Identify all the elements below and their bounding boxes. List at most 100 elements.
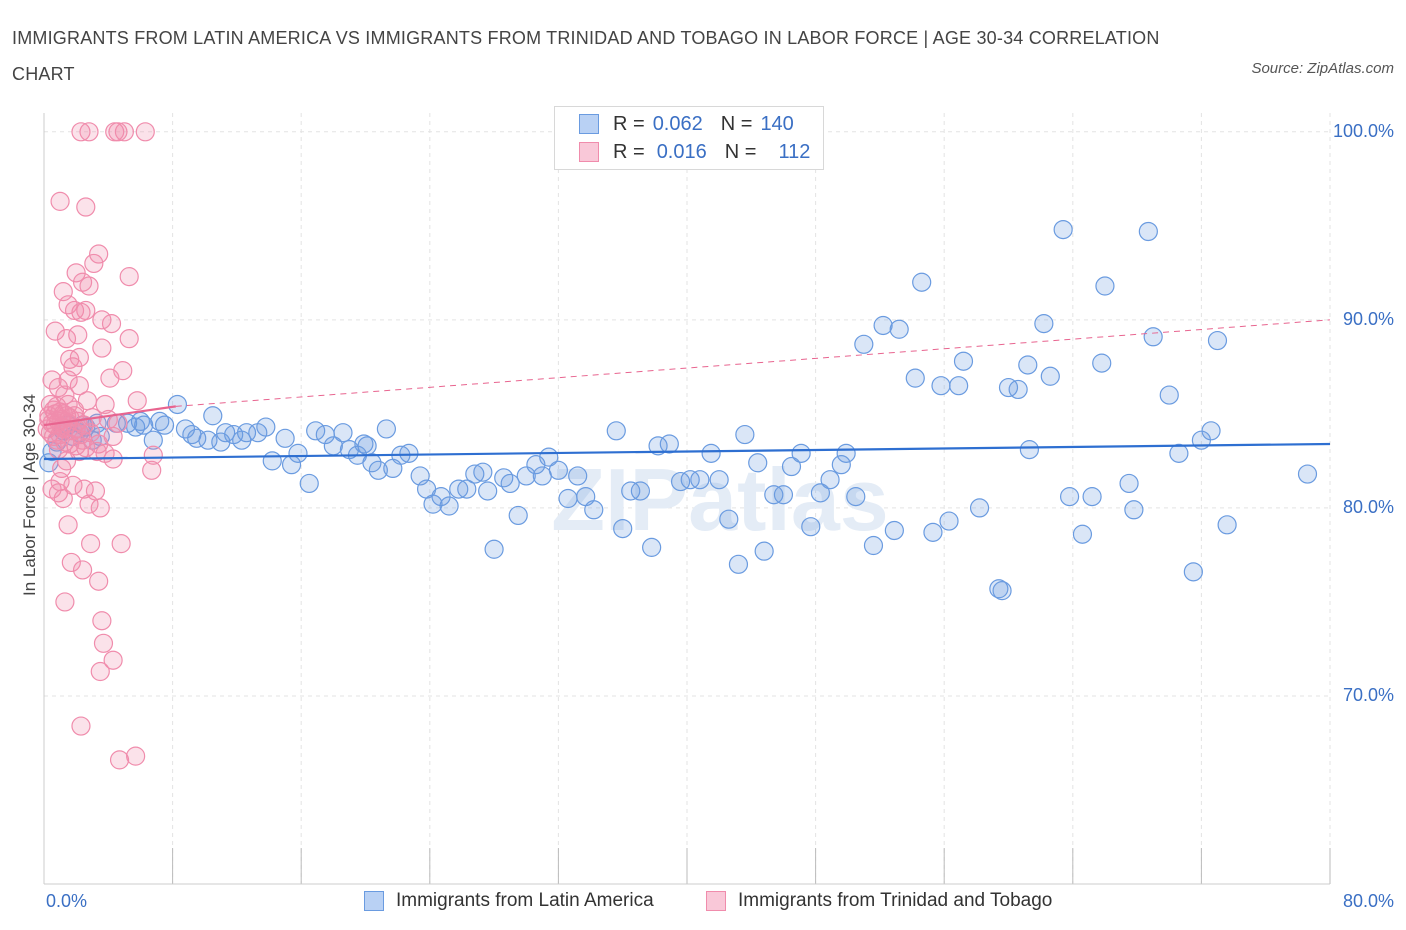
data-point	[1201, 421, 1221, 441]
data-point	[203, 406, 223, 426]
data-point	[931, 376, 951, 396]
trend-line-trinidad-tobago-extended	[175, 319, 1331, 407]
data-point	[143, 445, 163, 465]
data-point	[92, 338, 112, 358]
data-point	[532, 466, 552, 486]
data-point	[1053, 219, 1073, 240]
data-point	[465, 464, 485, 484]
data-point	[256, 417, 276, 437]
data-point	[71, 122, 91, 142]
y-axis-label: In Labor Force | Age 30-34	[20, 394, 39, 596]
data-point	[1072, 524, 1093, 544]
data-point	[728, 554, 749, 574]
data-point	[37, 419, 57, 439]
data-point	[79, 122, 99, 142]
data-point	[568, 466, 588, 486]
data-point	[1019, 440, 1039, 460]
data-point	[606, 421, 626, 441]
legend-label: Immigrants from Latin America	[396, 890, 654, 911]
data-point	[216, 423, 236, 443]
data-point	[969, 498, 990, 518]
data-point	[439, 496, 459, 516]
data-point	[143, 430, 163, 450]
data-point	[846, 487, 866, 507]
data-point	[912, 272, 932, 292]
data-point	[275, 428, 295, 448]
data-point	[1183, 562, 1203, 582]
data-point	[1217, 515, 1237, 535]
y-tick-label: 100.0%	[1332, 120, 1394, 141]
data-point	[791, 443, 811, 463]
data-point	[670, 471, 691, 492]
data-point	[262, 451, 282, 471]
data-point	[1119, 473, 1139, 494]
data-point	[72, 560, 93, 580]
data-point	[127, 391, 147, 411]
data-point	[108, 413, 128, 433]
r-value: 0.016	[656, 140, 707, 163]
data-point	[748, 453, 768, 473]
data-point	[923, 522, 943, 542]
data-point	[69, 347, 89, 368]
data-point	[764, 485, 784, 505]
y-tick-label: 80.0%	[1342, 496, 1394, 517]
data-point	[1008, 379, 1028, 400]
x-tick-label-max: 80.0%	[1342, 891, 1394, 911]
r-label: R =	[613, 140, 645, 163]
data-point	[58, 370, 78, 390]
data-point	[863, 535, 884, 556]
data-point	[81, 534, 101, 554]
data-point	[1124, 500, 1144, 520]
data-point	[719, 509, 739, 529]
data-point	[905, 368, 925, 388]
data-point	[949, 376, 969, 396]
n-value: 140	[760, 112, 794, 135]
data-point	[449, 479, 469, 499]
data-point	[630, 481, 650, 501]
data-point	[781, 456, 802, 477]
data-point	[680, 470, 700, 490]
data-point	[69, 376, 89, 396]
n-label: N =	[724, 140, 757, 163]
data-point	[1092, 353, 1112, 373]
data-point	[109, 750, 130, 770]
data-point	[89, 571, 109, 591]
data-point	[111, 534, 131, 554]
data-point	[167, 394, 188, 415]
chart-title: IMMIGRANTS FROM LATIN AMERICA VS IMMIGRA…	[12, 28, 1160, 84]
data-point	[584, 500, 604, 520]
data-point	[709, 470, 729, 490]
data-point	[119, 329, 139, 349]
data-point	[232, 430, 252, 450]
data-point	[68, 325, 88, 345]
data-point	[423, 494, 443, 514]
data-point	[621, 481, 641, 501]
data-point	[810, 483, 831, 503]
data-point	[95, 394, 115, 415]
stats-legend-row-pink: R = 0.016 N = 112	[579, 140, 810, 164]
data-point	[473, 462, 493, 482]
data-point	[998, 377, 1019, 398]
data-point	[77, 391, 98, 411]
legend-item-trinidad-tobago: Immigrants from Trinidad and Tobago	[706, 890, 1052, 912]
data-point	[92, 611, 112, 631]
data-point	[773, 485, 794, 505]
data-point	[854, 334, 874, 354]
data-point	[1143, 327, 1163, 347]
data-point	[1034, 314, 1054, 334]
data-point	[126, 417, 146, 437]
data-point	[76, 197, 96, 217]
data-point	[90, 661, 110, 682]
data-point	[45, 321, 65, 341]
data-point	[134, 415, 154, 435]
data-point	[478, 481, 498, 501]
data-point	[299, 473, 319, 494]
data-point	[126, 746, 146, 766]
data-point	[306, 421, 326, 441]
data-point	[1297, 464, 1318, 484]
data-point	[48, 377, 69, 398]
data-point	[457, 479, 477, 499]
data-point	[108, 122, 128, 142]
data-point	[989, 579, 1009, 599]
